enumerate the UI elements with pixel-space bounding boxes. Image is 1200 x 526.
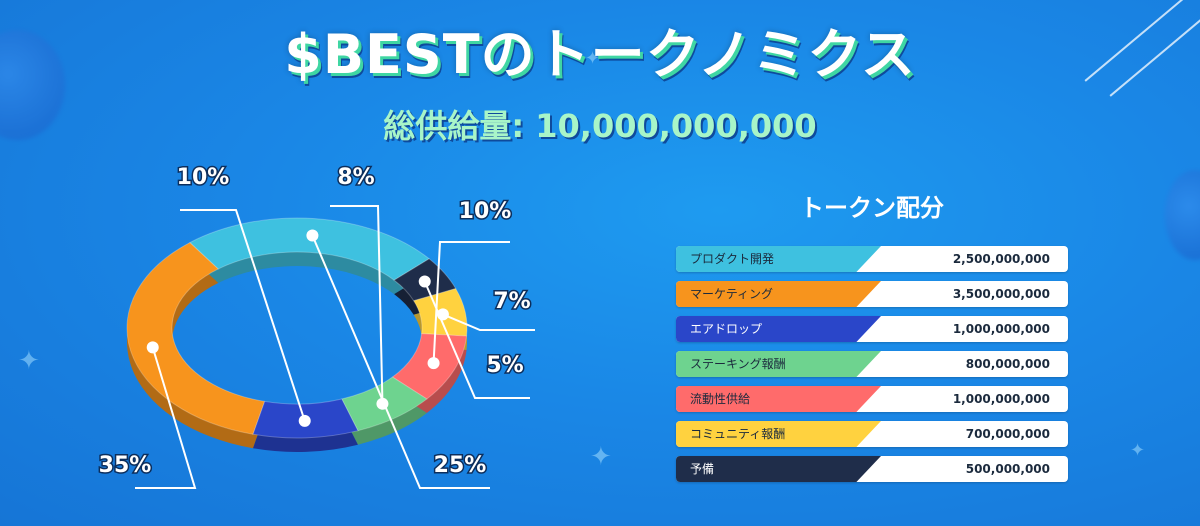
allocation-value: 1,000,000,000 (952, 392, 1050, 406)
allocation-name: エアドロップ (690, 322, 763, 336)
allocation-value: 500,000,000 (965, 462, 1050, 476)
total-supply: 総供給量: 10,000,000,000 (383, 107, 817, 145)
allocation-color-chip (676, 246, 881, 272)
callout-dot (298, 414, 311, 427)
callout-dot (436, 308, 449, 321)
allocation-name: 流動性供給 (690, 392, 751, 406)
allocation-value: 3,500,000,000 (952, 287, 1050, 301)
allocation-color-chip (676, 351, 881, 377)
allocation-color-chip (676, 281, 881, 307)
page-title: $BESTのトークノミクス (284, 23, 916, 86)
allocation-value: 700,000,000 (965, 427, 1050, 441)
callout-dot (418, 275, 431, 288)
allocation-row: コミュニティ報酬 700,000,000 (676, 421, 1068, 447)
callout-line (311, 235, 490, 489)
callout-dot (427, 357, 440, 370)
callout-dot (306, 229, 319, 242)
callout-line (442, 313, 535, 331)
sparkle-icon: ✦ (18, 346, 40, 376)
allocation-name: マーケティング (690, 287, 774, 301)
allocation-name: プロダクト開発 (690, 252, 775, 266)
allocation-name: コミュニティ報酬 (690, 427, 786, 441)
allocation-value: 1,000,000,000 (952, 322, 1050, 336)
callout-dot (146, 341, 159, 354)
allocation-row: ステーキング報酬 800,000,000 (676, 351, 1068, 377)
allocation-row: エアドロップ 1,000,000,000 (676, 316, 1068, 342)
slice-percent-label: 35% (99, 453, 152, 478)
allocation-row: 流動性供給 1,000,000,000 (676, 386, 1068, 412)
donut-slice (189, 217, 430, 281)
allocation-name: ステーキング報酬 (690, 357, 786, 371)
callout-dot (376, 397, 389, 410)
allocation-value: 2,500,000,000 (952, 252, 1050, 266)
callout-line (432, 241, 510, 364)
slice-percent-label: 5% (486, 353, 523, 378)
callout-line (423, 281, 530, 399)
allocation-value: 800,000,000 (965, 357, 1050, 371)
allocation-name: 予備 (690, 462, 715, 476)
donut-slice (126, 241, 266, 435)
slice-percent-label: 7% (493, 289, 530, 314)
slice-percent-label: 10% (177, 165, 230, 190)
slice-percent-label: 8% (337, 165, 374, 190)
allocation-row: マーケティング 3,500,000,000 (676, 281, 1068, 307)
allocation-color-chip (676, 456, 881, 482)
callout-line (180, 209, 306, 422)
callout-line (135, 347, 197, 489)
decorative-coin (1165, 170, 1200, 260)
allocation-row: プロダクト開発 2,500,000,000 (676, 246, 1068, 272)
allocation-title: トークン配分 (800, 194, 944, 222)
slice-percent-label: 25% (434, 453, 487, 478)
tokenomics-donut-chart: 35% 25% 5% 7% 10% 8% 10% (97, 164, 535, 489)
slice-percent-label: 10% (459, 199, 512, 224)
callout-line (330, 205, 384, 404)
allocation-color-chip (676, 386, 881, 412)
allocation-color-chip (676, 316, 881, 342)
allocation-list: プロダクト開発 2,500,000,000 マーケティング 3,500,000,000… (676, 246, 1068, 491)
allocation-color-chip (676, 421, 881, 447)
sparkle-icon: ✦ (585, 48, 601, 69)
sparkle-icon: ✦ (1130, 440, 1146, 461)
allocation-row: 予備 500,000,000 (676, 456, 1068, 482)
sparkle-icon: ✦ (590, 442, 612, 472)
